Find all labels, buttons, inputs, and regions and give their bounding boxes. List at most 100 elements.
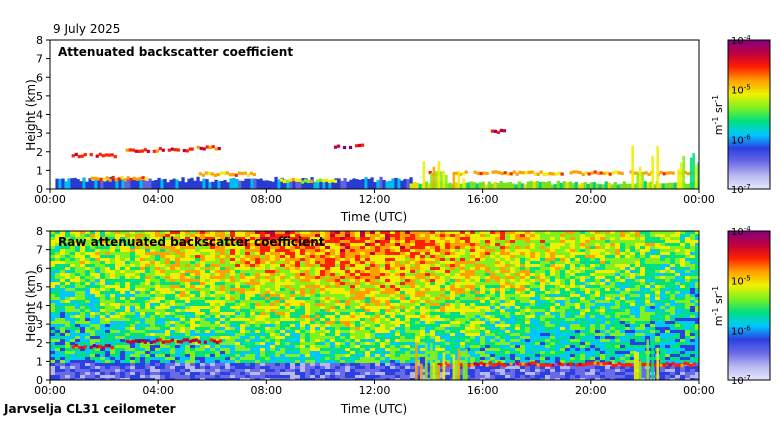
cloud-cell xyxy=(177,148,180,151)
noise-cell xyxy=(220,303,226,307)
noise-cell xyxy=(265,360,271,364)
noise-cell xyxy=(255,291,261,295)
noise-cell xyxy=(100,357,106,361)
noise-cell xyxy=(425,249,431,253)
noise-cell xyxy=(375,255,381,259)
noise-cell xyxy=(280,249,286,253)
noise-cell xyxy=(270,345,276,349)
noise-cell xyxy=(480,309,486,313)
cloud-cell xyxy=(247,174,250,177)
layer-cell xyxy=(602,184,605,189)
noise-cell xyxy=(130,264,136,268)
noise-cell xyxy=(485,297,491,301)
noise-cell xyxy=(100,354,106,358)
noise-cell xyxy=(485,291,491,295)
cloud-cell xyxy=(612,171,615,174)
noise-cell xyxy=(255,258,261,262)
noise-cell xyxy=(295,312,301,316)
noise-cell xyxy=(105,330,111,334)
noise-cell xyxy=(105,300,111,304)
noise-cell xyxy=(250,342,256,346)
noise-cell xyxy=(270,333,276,337)
noise-cell xyxy=(235,321,241,325)
noise-cell xyxy=(175,330,181,334)
noise-cell xyxy=(95,375,101,379)
noise-cell xyxy=(50,327,56,331)
noise-cell xyxy=(490,270,496,274)
noise-cell xyxy=(390,231,396,235)
noise-cell xyxy=(315,294,321,298)
noise-cell xyxy=(235,285,241,289)
noise-cell xyxy=(410,366,416,370)
noise-cell xyxy=(250,351,256,355)
noise-cell xyxy=(400,369,406,373)
noise-cell xyxy=(310,309,316,313)
noise-cell xyxy=(500,243,506,247)
noise-cell xyxy=(110,291,116,295)
noise-cell xyxy=(245,291,251,295)
noise-cell xyxy=(60,288,66,292)
noise-cell xyxy=(490,342,496,346)
noise-cell xyxy=(50,363,56,367)
noise-cell xyxy=(180,324,186,328)
noise-cell xyxy=(405,354,411,358)
noise-cell xyxy=(225,366,231,370)
noise-cell xyxy=(400,306,406,310)
noise-cell xyxy=(315,348,321,352)
cloud-cell xyxy=(555,173,558,176)
noise-cell xyxy=(75,333,81,337)
noise-cell xyxy=(250,285,256,289)
noise-cell xyxy=(305,318,311,322)
attenuated-backscatter-heatmap xyxy=(55,129,701,189)
noise-cell xyxy=(380,324,386,328)
noise-cell xyxy=(450,258,456,262)
noise-cell xyxy=(180,273,186,277)
noise-cell xyxy=(175,354,181,358)
noise-cell xyxy=(205,297,211,301)
noise-cell xyxy=(265,333,271,337)
noise-cell xyxy=(180,291,186,295)
noise-cell xyxy=(430,336,436,340)
noise-cell xyxy=(175,351,181,355)
noise-cell xyxy=(130,309,136,313)
noise-cell xyxy=(210,327,216,331)
noise-cell xyxy=(310,348,316,352)
noise-cell xyxy=(280,273,286,277)
noise-cell xyxy=(405,339,411,343)
noise-cell xyxy=(195,360,201,364)
noise-cell xyxy=(250,294,256,298)
noise-cell xyxy=(155,315,161,319)
noise-cell xyxy=(150,345,156,349)
noise-cell xyxy=(345,315,351,319)
noise-cell xyxy=(470,339,476,343)
noise-cell xyxy=(100,339,106,343)
noise-cell xyxy=(415,321,421,325)
cloud-cell xyxy=(666,172,669,175)
noise-cell xyxy=(455,327,461,331)
noise-cell xyxy=(495,351,501,355)
noise-cell xyxy=(120,318,126,322)
cloud-cell xyxy=(301,180,304,183)
noise-cell xyxy=(470,333,476,337)
noise-cell xyxy=(210,369,216,373)
noise-cell xyxy=(105,372,111,376)
noise-cell xyxy=(160,252,166,256)
noise-cell xyxy=(425,321,431,325)
noise-cell xyxy=(330,354,336,358)
noise-cell xyxy=(215,309,221,313)
noise-cell xyxy=(460,246,466,250)
cloud-cell xyxy=(491,130,494,133)
noise-cell xyxy=(75,264,81,268)
noise-cell xyxy=(260,276,266,280)
noise-cell xyxy=(235,306,241,310)
noise-cell xyxy=(315,306,321,310)
noise-cell xyxy=(335,258,341,262)
cloud-cell xyxy=(525,171,528,174)
noise-cell xyxy=(300,360,306,364)
noise-cell xyxy=(380,309,386,313)
noise-cell xyxy=(435,333,441,337)
noise-cell xyxy=(105,321,111,325)
noise-cell xyxy=(435,327,441,331)
noise-cell xyxy=(55,258,61,262)
noise-cell xyxy=(120,327,126,331)
